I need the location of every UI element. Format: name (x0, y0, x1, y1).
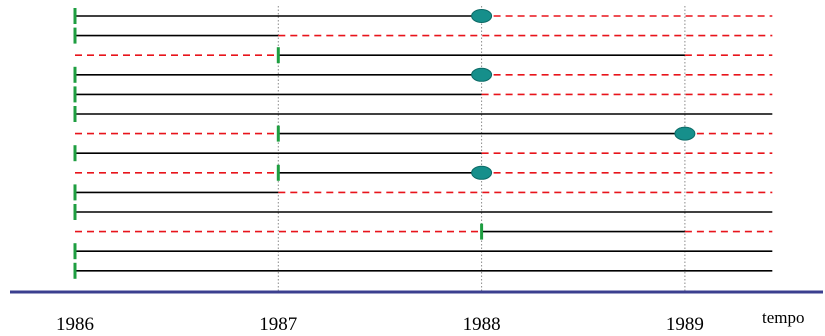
event-marker (471, 165, 493, 180)
time-axis-label: tempo (762, 308, 805, 327)
year-gridlines (277, 6, 686, 291)
subject-markers (73, 8, 696, 279)
event-marker (674, 126, 696, 141)
tick-label-1987: 1987 (259, 314, 297, 335)
time-tick-labels: 1986 1987 1988 1989 (56, 314, 704, 335)
tick-label-1988: 1988 (463, 314, 501, 335)
subject-timelines (75, 15, 773, 272)
tick-label-1989: 1989 (666, 314, 704, 335)
event-marker (471, 9, 493, 23)
event-marker (471, 67, 493, 82)
tick-label-1986: 1986 (56, 314, 94, 335)
